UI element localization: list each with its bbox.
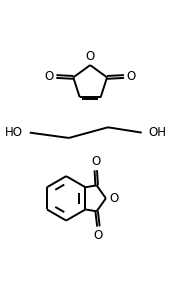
Text: O: O [109,192,118,205]
Text: O: O [44,70,54,83]
Text: O: O [86,50,95,63]
Text: HO: HO [5,126,23,139]
Text: OH: OH [149,126,167,139]
Text: O: O [127,70,136,83]
Text: O: O [91,155,100,168]
Text: O: O [94,229,103,242]
